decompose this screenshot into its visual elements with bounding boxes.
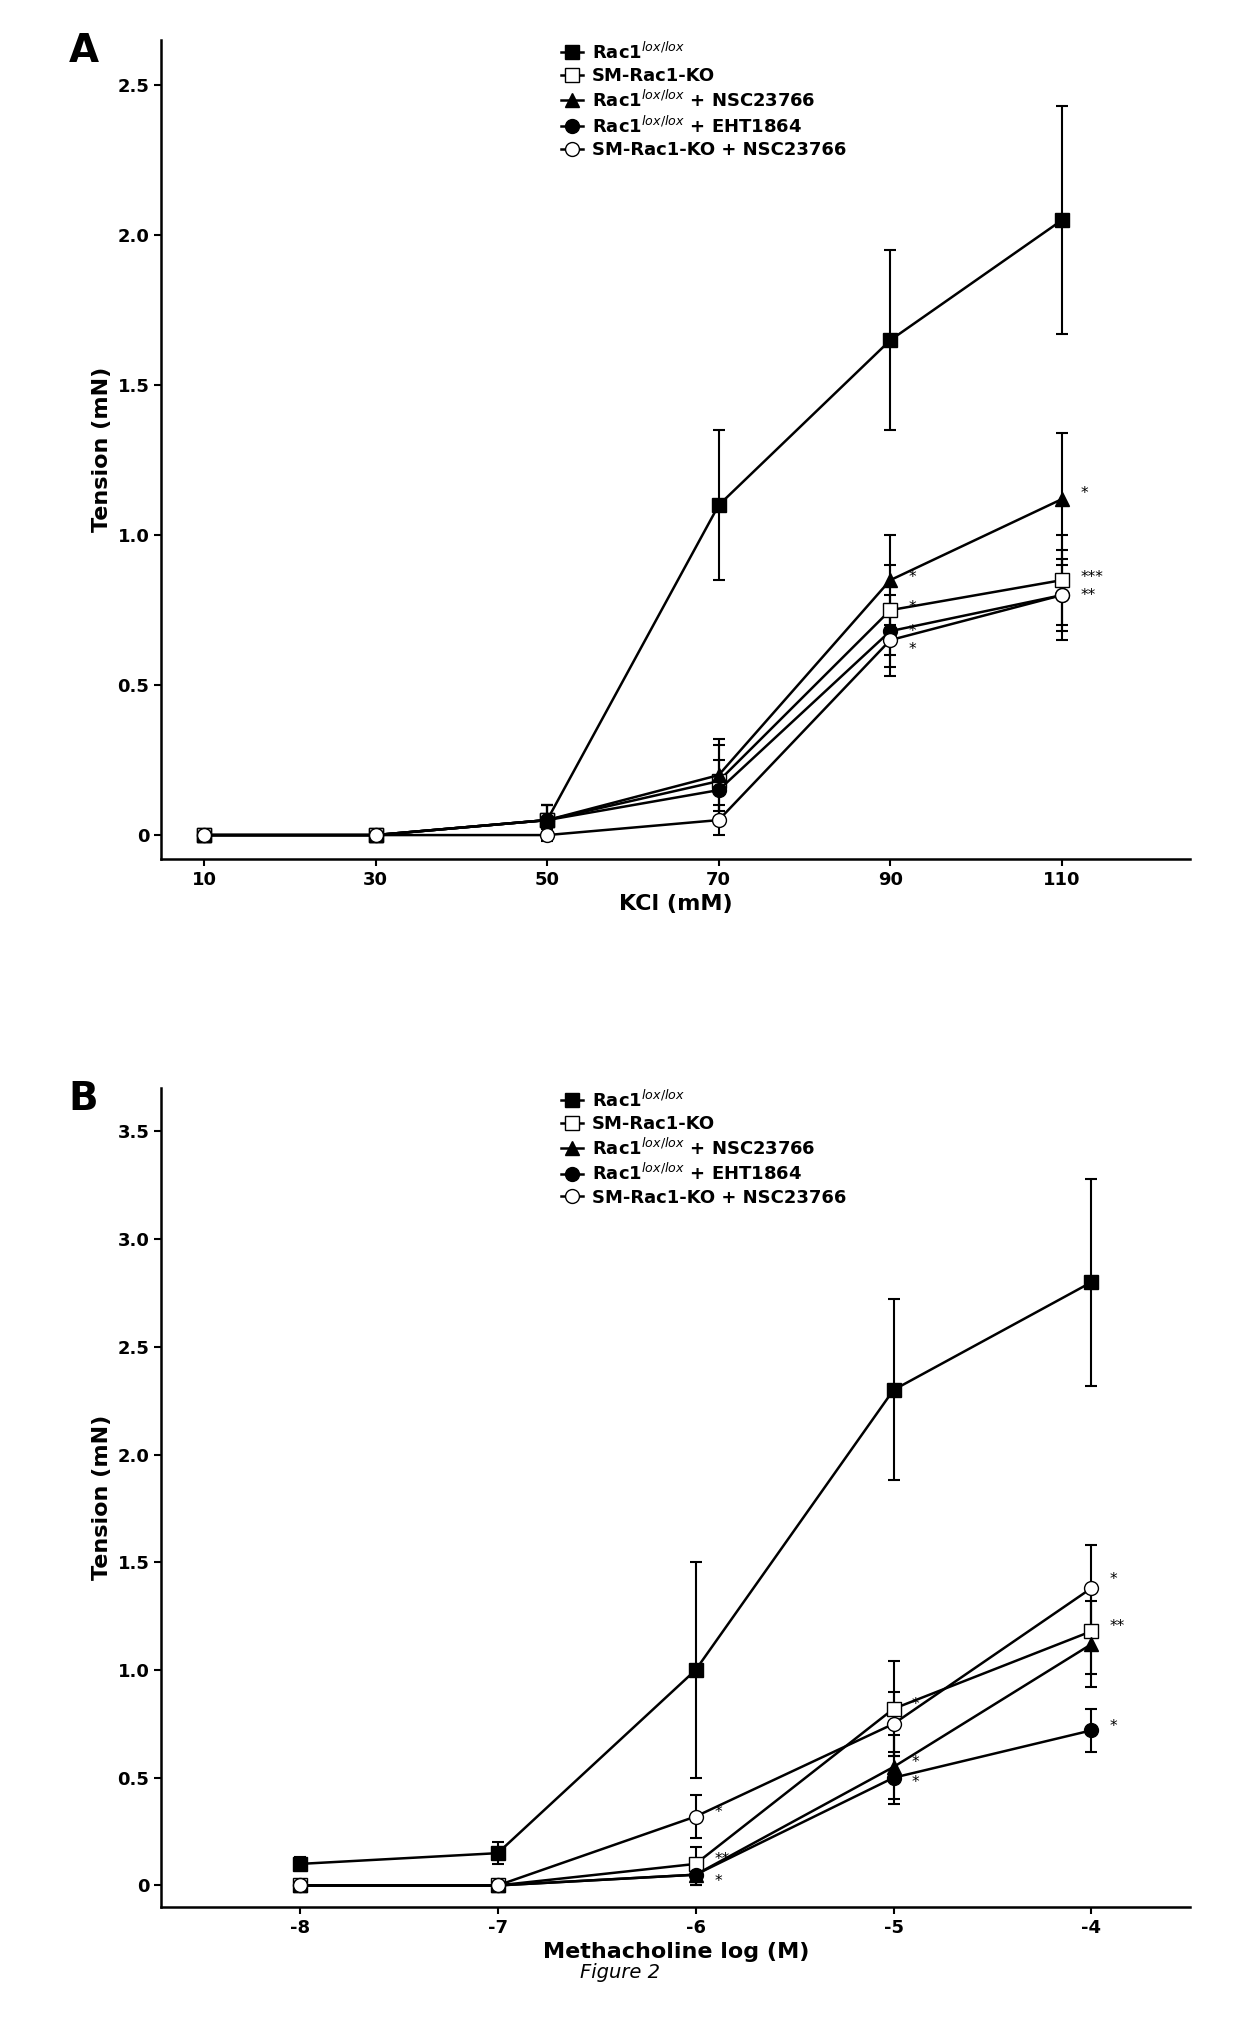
Text: ***: *** [1080,569,1104,585]
Text: *: * [1080,486,1087,500]
Text: *: * [714,1804,722,1820]
X-axis label: Methacholine log (M): Methacholine log (M) [543,1943,808,1961]
Text: **: ** [1110,1618,1125,1635]
Text: **: ** [1080,587,1095,603]
Text: *: * [1110,1572,1117,1586]
Text: *: * [909,569,916,585]
Text: *: * [1110,1719,1117,1733]
Text: **: ** [714,1853,729,1867]
Text: *: * [909,642,916,656]
Text: *: * [714,1873,722,1889]
Text: *: * [909,599,916,615]
Text: *: * [909,624,916,638]
Text: B: B [68,1080,98,1118]
Legend: Rac1$^{lox/lox}$, SM-Rac1-KO, Rac1$^{lox/lox}$ + NSC23766, Rac1$^{lox/lox}$ + EH: Rac1$^{lox/lox}$, SM-Rac1-KO, Rac1$^{lox… [562,40,847,159]
X-axis label: KCl (mM): KCl (mM) [619,894,733,914]
Legend: Rac1$^{lox/lox}$, SM-Rac1-KO, Rac1$^{lox/lox}$ + NSC23766, Rac1$^{lox/lox}$ + EH: Rac1$^{lox/lox}$, SM-Rac1-KO, Rac1$^{lox… [562,1090,847,1207]
Text: *: * [913,1774,920,1790]
Y-axis label: Tension (mN): Tension (mN) [92,1415,112,1580]
Text: *: * [913,1697,920,1711]
Text: *: * [913,1756,920,1770]
Text: Figure 2: Figure 2 [580,1964,660,1982]
Y-axis label: Tension (mN): Tension (mN) [92,367,112,533]
Text: A: A [68,32,99,71]
